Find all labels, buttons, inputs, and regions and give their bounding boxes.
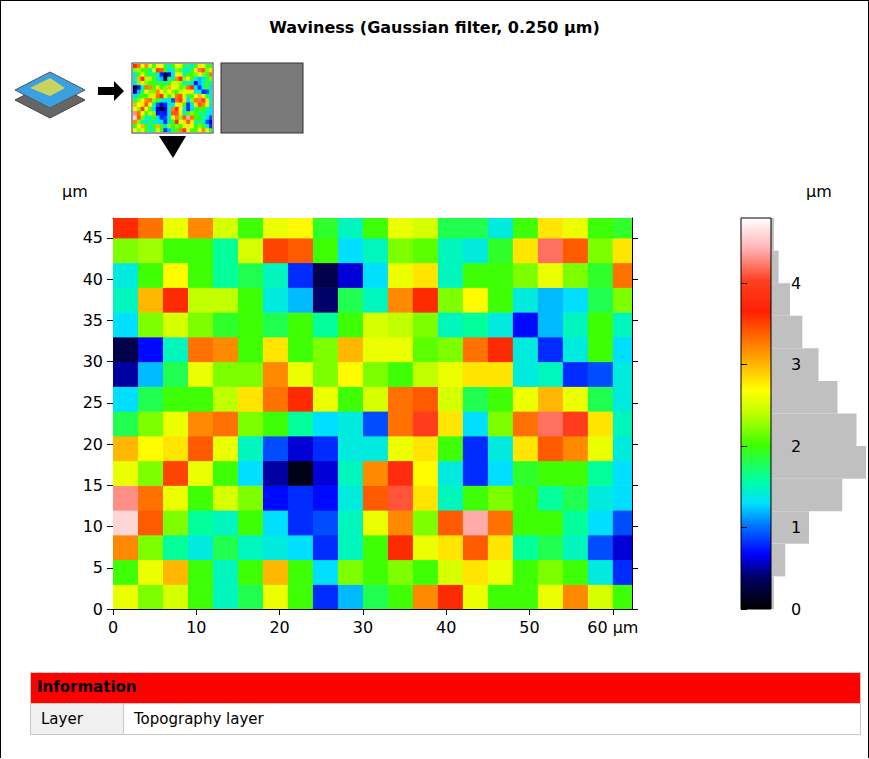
html-text:Layer: Layer [41,710,83,728]
svg-text:25: 25 [83,393,103,412]
html-text:Topography layer: Topography layer [134,710,264,728]
html-text:Information: Information [37,678,137,696]
svg-text:4: 4 [791,274,801,293]
svg-text:20: 20 [83,435,103,454]
svg-text:50: 50 [519,618,539,637]
svg-text:35: 35 [83,311,103,330]
svg-text:30: 30 [353,618,373,637]
html-text:Waviness (Gaussian filter, 0.2: Waviness (Gaussian filter, 0.250 µm) [269,18,600,37]
svg-text:0: 0 [93,600,103,619]
svg-text:45: 45 [83,228,103,247]
svg-text:10: 10 [83,517,103,536]
svg-text:0: 0 [108,618,118,637]
svg-text:10: 10 [186,618,206,637]
svg-text:40: 40 [436,618,456,637]
svg-text:15: 15 [83,476,103,495]
svg-text:3: 3 [791,355,801,374]
html-text:µm: µm [806,182,832,201]
svg-text:1: 1 [791,518,801,537]
svg-text:2: 2 [791,437,801,456]
svg-text:30: 30 [83,352,103,371]
svg-text:0: 0 [791,600,801,619]
svg-text:5: 5 [93,558,103,577]
svg-text:20: 20 [269,618,289,637]
svg-text:40: 40 [83,270,103,289]
html-text:µm: µm [62,182,88,201]
svg-text:60 µm: 60 µm [587,618,638,637]
